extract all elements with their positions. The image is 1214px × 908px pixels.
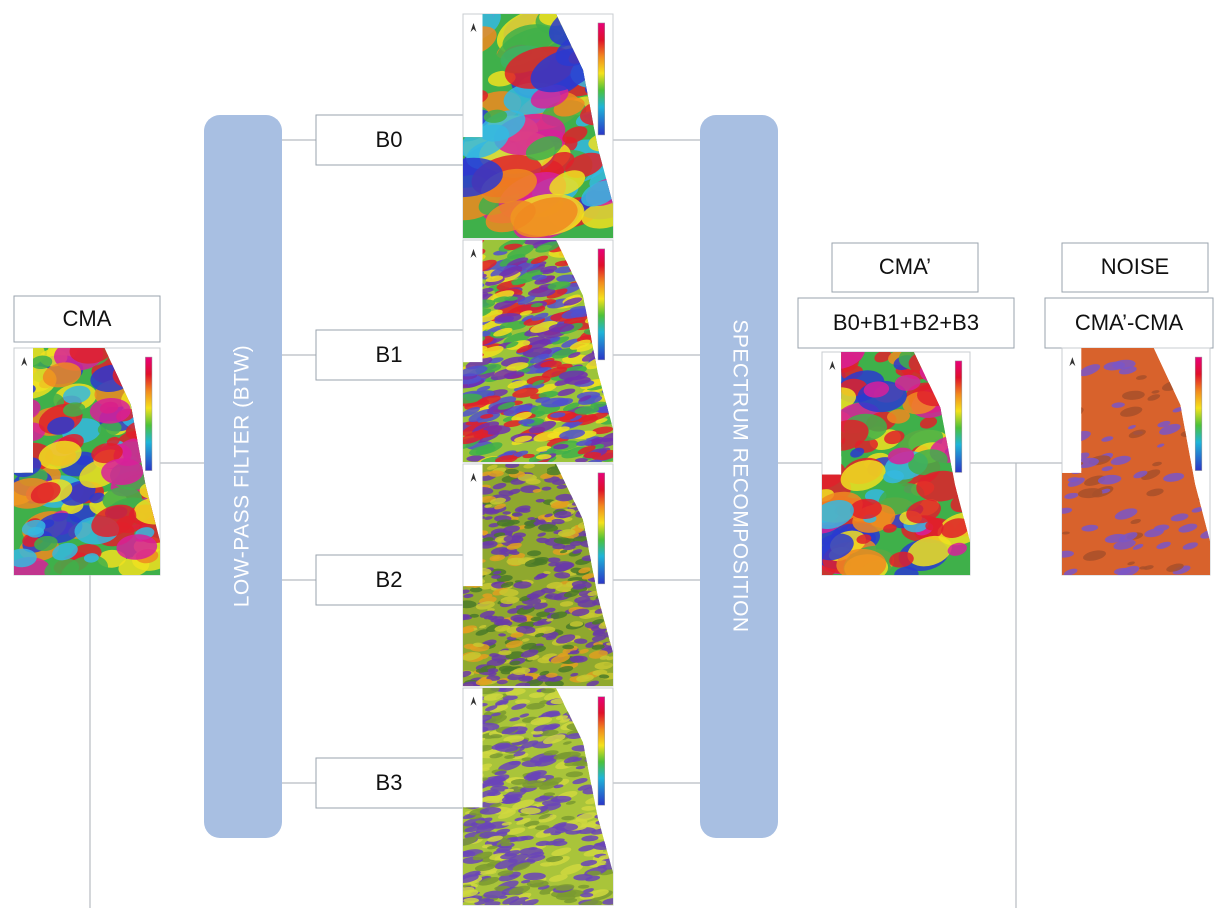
band-label: B0 xyxy=(376,127,403,152)
band-label: B1 xyxy=(376,342,403,367)
band-label: B3 xyxy=(376,770,403,795)
color-scale xyxy=(598,249,605,360)
recomposition-label: SPECTRUM RECOMPOSITION xyxy=(728,319,751,632)
output-title: CMA’ xyxy=(879,254,931,279)
noise-formula: CMA’-CMA xyxy=(1075,310,1184,335)
map-texture xyxy=(495,744,519,752)
map-thumbnail xyxy=(1052,344,1214,580)
map-texture xyxy=(547,557,560,562)
color-scale xyxy=(598,473,605,584)
map-thumbnail xyxy=(454,460,622,691)
workflow-diagram: LOW-PASS FILTER (BTW) SPECTRUM RECOMPOSI… xyxy=(0,0,1214,908)
map-texture xyxy=(556,894,576,901)
band-label: B2 xyxy=(376,567,403,592)
input-label: CMA xyxy=(63,306,112,331)
map-texture xyxy=(526,478,541,484)
color-scale xyxy=(145,357,152,471)
color-scale xyxy=(1195,357,1202,471)
color-scale xyxy=(598,697,605,806)
map-texture xyxy=(554,572,570,578)
filter-label: LOW-PASS FILTER (BTW) xyxy=(231,345,254,608)
color-scale xyxy=(598,23,605,135)
map-thumbnail xyxy=(0,331,184,596)
output-formula: B0+B1+B2+B3 xyxy=(833,310,979,335)
map-thumbnail xyxy=(449,235,626,469)
map-thumbnail xyxy=(799,332,991,587)
color-scale xyxy=(955,361,962,473)
map-thumbnail xyxy=(454,682,624,908)
noise-title: NOISE xyxy=(1101,254,1169,279)
